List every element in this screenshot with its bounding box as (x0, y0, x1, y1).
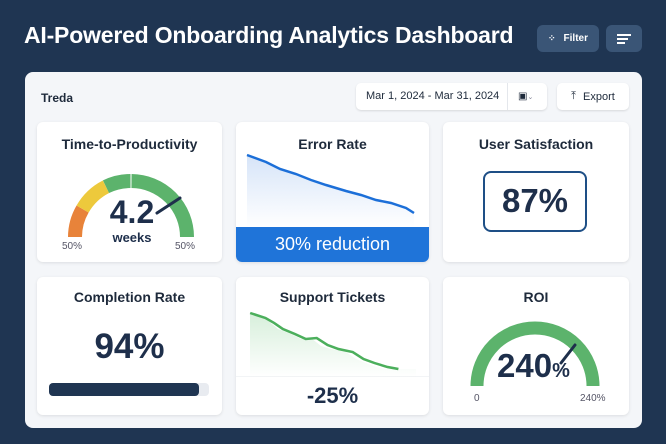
menu-lines-icon (617, 33, 631, 44)
card-roi: ROI 240% 0 240% (443, 277, 629, 415)
support-tickets-chart (236, 311, 429, 377)
satisfaction-value: 87% (483, 171, 587, 232)
card-title: ROI (523, 289, 549, 305)
card-title: Time-to-Productivity (61, 136, 198, 152)
calendar-icon: ▣⌄ (518, 91, 534, 102)
completion-progress-fill (49, 383, 200, 396)
brand-label: Treda (41, 91, 74, 105)
gauge-segment-orange (68, 205, 89, 238)
date-range-value: Mar 1, 2024 - Mar 31, 2024 (356, 83, 508, 110)
roi-number: 240 (497, 347, 553, 384)
roi-gauge (470, 321, 600, 387)
card-title: Error Rate (298, 136, 367, 152)
support-tickets-change: -25% (306, 383, 359, 408)
card-support-tickets: Support Tickets -25% (236, 277, 429, 415)
card-error-rate: Error Rate 30% reduction (236, 122, 429, 262)
roi-value: 240% (497, 347, 570, 385)
gauge-needle (155, 196, 182, 215)
card-completion-rate: Completion Rate 94% (37, 277, 222, 415)
card-time-to-productivity: Time-to-Productivity 4.2 weeks 50% 50% (37, 122, 222, 262)
gauge-max-label: 50% (175, 241, 196, 252)
gauge-min-label: 0 (474, 393, 480, 404)
card-user-satisfaction: User Satisfaction 87% (443, 122, 629, 262)
gauge-min-label: 50% (62, 241, 83, 252)
productivity-gauge (68, 174, 194, 238)
productivity-value: 4.2 (109, 194, 155, 230)
gauge-segment-green-main (131, 174, 194, 238)
filter-button[interactable]: ⁘ Filter (537, 25, 599, 52)
productivity-unit: weeks (112, 230, 152, 245)
gauge-max-label: 240% (580, 393, 606, 404)
gauge-segment-green (102, 174, 131, 194)
card-title: Support Tickets (279, 289, 386, 305)
roi-unit: % (552, 360, 570, 382)
error-rate-line (246, 153, 415, 215)
export-label: Export (583, 90, 615, 103)
support-tickets-line (249, 311, 399, 371)
filter-icon: ⁘ (548, 33, 556, 43)
roi-gauge-arc (470, 321, 600, 387)
card-title: Completion Rate (73, 289, 186, 305)
completion-value: 94% (94, 327, 165, 366)
date-range-picker[interactable]: Mar 1, 2024 - Mar 31, 2024 ▣⌄ (356, 83, 547, 110)
page-title: AI-Powered Onboarding Analytics Dashboar… (24, 22, 514, 48)
support-tickets-area (250, 313, 416, 377)
error-rate-banner: 30% reduction (236, 227, 429, 262)
gauge-segment-yellow (76, 180, 110, 213)
export-button[interactable]: ⤒ Export (557, 83, 629, 110)
card-title: User Satisfaction (478, 136, 594, 152)
error-rate-chart (246, 153, 415, 227)
filter-label: Filter (563, 33, 588, 44)
gauge-needle (559, 343, 577, 365)
upload-icon: ⤒ (571, 90, 577, 102)
menu-button[interactable] (606, 25, 642, 52)
completion-progress-track (49, 383, 209, 396)
